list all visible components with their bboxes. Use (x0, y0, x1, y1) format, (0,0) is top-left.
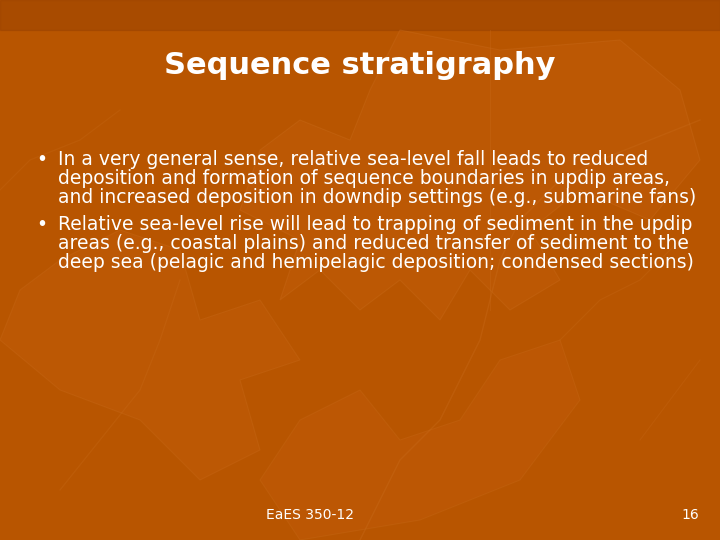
Polygon shape (260, 340, 580, 540)
Text: 16: 16 (681, 508, 699, 522)
Text: areas (e.g., coastal plains) and reduced transfer of sediment to the: areas (e.g., coastal plains) and reduced… (58, 234, 689, 253)
Text: Relative sea-level rise will lead to trapping of sediment in the updip: Relative sea-level rise will lead to tra… (58, 215, 693, 234)
Polygon shape (0, 230, 300, 480)
Text: deep sea (pelagic and hemipelagic deposition; condensed sections): deep sea (pelagic and hemipelagic deposi… (58, 253, 694, 272)
Text: deposition and formation of sequence boundaries in updip areas,: deposition and formation of sequence bou… (58, 169, 670, 188)
Text: EaES 350-12: EaES 350-12 (266, 508, 354, 522)
Text: Sequence stratigraphy: Sequence stratigraphy (164, 51, 556, 79)
Bar (0, 0, 720, 30)
Text: In a very general sense, relative sea-level fall leads to reduced: In a very general sense, relative sea-le… (58, 150, 648, 169)
Text: •: • (37, 150, 48, 169)
Text: and increased deposition in downdip settings (e.g., submarine fans): and increased deposition in downdip sett… (58, 188, 696, 207)
Text: •: • (37, 215, 48, 234)
Polygon shape (240, 30, 700, 320)
